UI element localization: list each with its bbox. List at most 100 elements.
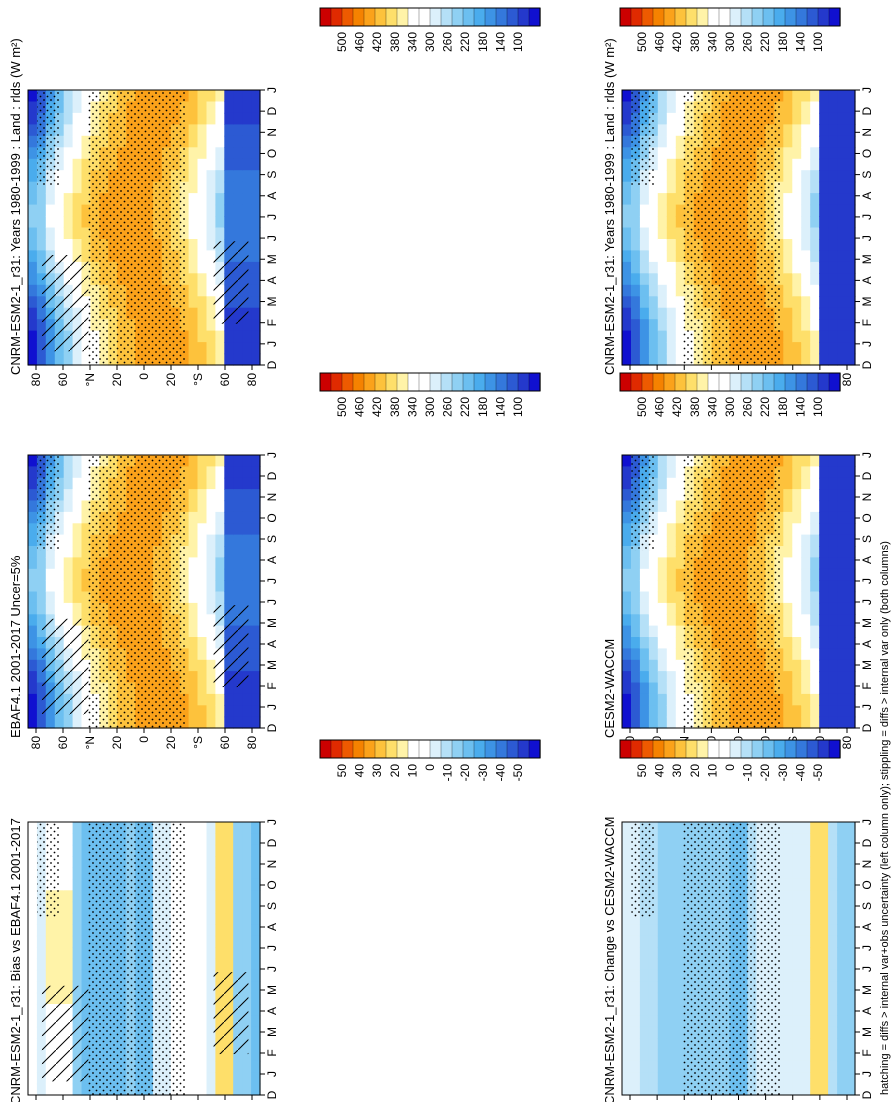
heatmap-cell xyxy=(188,534,199,547)
heatmap-cell xyxy=(72,511,83,524)
heatmap-cell xyxy=(657,935,668,948)
heatmap-cell xyxy=(28,90,38,103)
heatmap-cell xyxy=(819,716,829,729)
heatmap-cell xyxy=(819,568,829,581)
colorbar-label: 500 xyxy=(335,32,349,52)
heatmap-cell xyxy=(837,500,847,513)
heatmap-cell xyxy=(792,284,802,297)
heatmap-cell xyxy=(622,546,632,558)
heatmap-cell xyxy=(197,1015,207,1028)
month-label: J xyxy=(860,87,874,93)
heatmap-cell xyxy=(828,455,838,467)
heatmap-cell xyxy=(206,625,216,638)
heatmap-cell xyxy=(828,546,838,558)
colorbar-swatch xyxy=(341,7,354,27)
heatmap-cell xyxy=(801,261,811,274)
heatmap-cell xyxy=(622,844,632,857)
panel-title: CNRM-ESM2-1_r31: Years 1980-1999 : Land … xyxy=(602,38,617,375)
heatmap-cell xyxy=(666,591,677,604)
heatmap-cell xyxy=(846,844,856,857)
colorbar-swatch xyxy=(718,739,731,759)
heatmap-cell xyxy=(81,193,91,206)
heatmap-cell xyxy=(819,969,829,982)
heatmap-cell xyxy=(215,170,225,183)
colorbar-label: 260 xyxy=(741,397,755,417)
heatmap-cell xyxy=(846,924,856,937)
heatmap-cell xyxy=(81,878,91,891)
heatmap-cell xyxy=(783,1060,793,1073)
month-label: D xyxy=(265,471,279,480)
heatmap-cell xyxy=(233,500,243,513)
heatmap-cell xyxy=(206,833,216,846)
heatmap-cell xyxy=(783,124,793,137)
heatmap-cell xyxy=(631,992,641,1005)
heatmap-cell xyxy=(72,901,83,914)
heatmap-cell xyxy=(197,330,207,343)
heatmap-cell xyxy=(819,844,829,857)
colorbar-label: 140 xyxy=(493,397,507,417)
heatmap-cell xyxy=(28,659,38,672)
colorbar-swatch xyxy=(740,7,753,27)
heatmap-cell xyxy=(819,261,829,274)
heatmap-cell xyxy=(63,158,74,171)
heatmap-cell xyxy=(251,637,261,649)
colorbar-swatch xyxy=(418,7,431,27)
heatmap-cell xyxy=(622,147,632,160)
heatmap-cell xyxy=(206,844,216,857)
heatmap-cell xyxy=(846,614,856,627)
heatmap-cell xyxy=(819,273,829,286)
heatmap-cell xyxy=(81,602,91,615)
heatmap-cell xyxy=(622,455,632,467)
heatmap-cell xyxy=(36,1038,47,1051)
heatmap-cell xyxy=(801,648,811,661)
heatmap-cell xyxy=(675,1026,686,1039)
heatmap-cell xyxy=(846,637,856,649)
heatmap-cell xyxy=(233,112,243,125)
heatmap-cell xyxy=(622,969,632,982)
heatmap-cell xyxy=(639,204,650,217)
month-label: D xyxy=(265,106,279,115)
heatmap-cell xyxy=(810,112,820,125)
heatmap-cell xyxy=(28,181,38,194)
heatmap-cell xyxy=(622,637,632,649)
heatmap-cell xyxy=(819,523,829,536)
heatmap-cell xyxy=(675,935,686,948)
heatmap-cell xyxy=(224,580,234,593)
heatmap-cell xyxy=(36,193,47,206)
heatmap-cell xyxy=(639,1049,650,1062)
heatmap-cell xyxy=(197,557,207,570)
heatmap-cell xyxy=(188,500,199,513)
heatmap-cell xyxy=(828,147,838,160)
colorbar-swatch xyxy=(319,372,332,392)
heatmap-cell xyxy=(819,319,829,332)
colorbar: 500 460 420 380 340 300 260 220 180 140 100 xyxy=(619,372,841,417)
colorbar-swatch xyxy=(363,7,376,27)
heatmap-cell xyxy=(792,1015,802,1028)
heatmap-cell xyxy=(81,958,91,971)
heatmap-cell xyxy=(242,935,252,948)
heatmap-cell xyxy=(224,557,234,570)
heatmap-cell xyxy=(657,330,668,343)
heatmap-cell xyxy=(792,147,802,160)
colorbar-label: 100 xyxy=(811,32,825,52)
heatmap-cell xyxy=(188,216,199,229)
heatmap-cell xyxy=(819,924,829,937)
heatmap-cell xyxy=(631,935,641,948)
heatmap-cell xyxy=(801,580,811,593)
colorbar-label: 340 xyxy=(705,397,719,417)
colorbar-swatch xyxy=(462,739,475,759)
heatmap-cell xyxy=(36,924,47,937)
heatmap-cell xyxy=(28,319,38,332)
heatmap-cell xyxy=(792,568,802,581)
heatmap-cell xyxy=(233,935,243,948)
colorbar-label: 40 xyxy=(353,764,367,778)
heatmap-cell xyxy=(837,193,847,206)
heatmap-cell xyxy=(28,273,38,286)
heatmap-cell xyxy=(63,523,74,536)
colorbar-label: 300 xyxy=(723,32,737,52)
heatmap-cell xyxy=(837,101,847,114)
heatmap-cell xyxy=(666,992,677,1005)
heatmap-cell xyxy=(206,135,216,148)
heatmap-cell xyxy=(666,924,677,937)
heatmap-cell xyxy=(828,833,838,846)
